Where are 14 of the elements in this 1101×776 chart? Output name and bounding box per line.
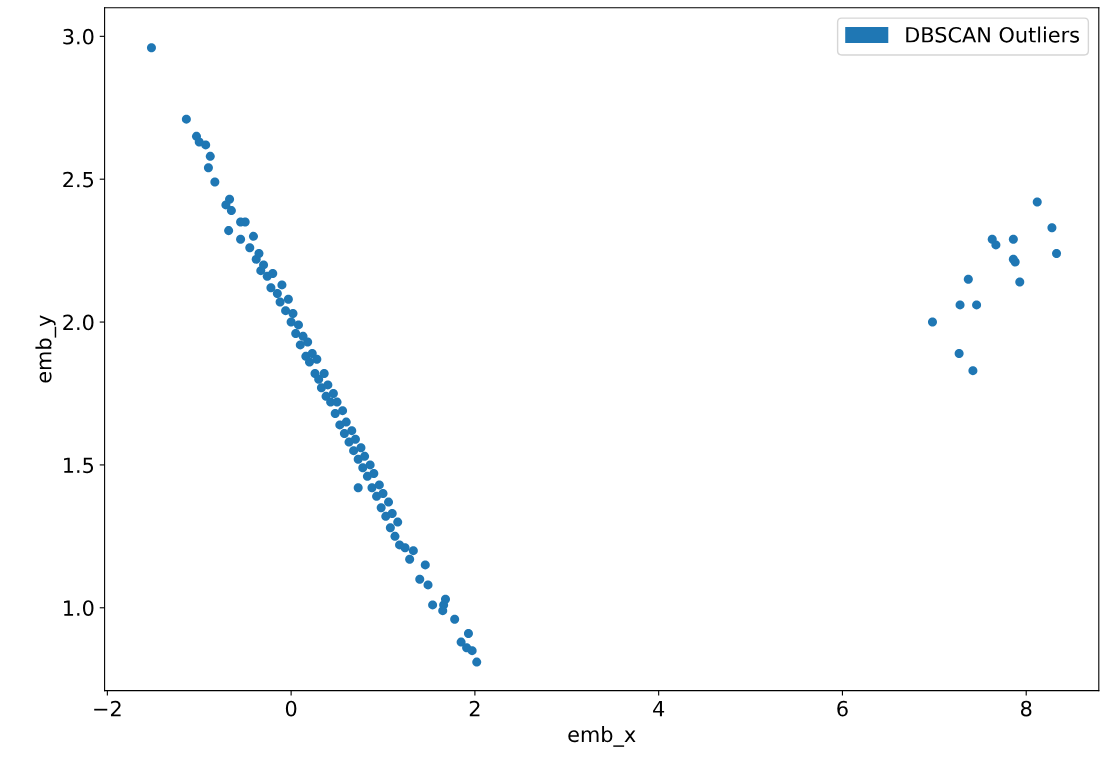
x-axis-title: emb_x [568,726,636,747]
y-tick-label: 3.0 [63,28,94,45]
y-tick-label: 2.0 [63,314,94,331]
legend-label: DBSCAN Outliers [906,26,1080,43]
x-tick-label: −2 [94,700,121,717]
x-tick-label: 4 [653,701,665,717]
y-tick-label: 1.0 [64,600,94,616]
y-axis-title: emb_y [35,315,57,383]
x-tick-label: 8 [1020,700,1032,717]
y-tick-label: 2.5 [63,171,94,188]
x-tick-label: 0 [285,700,297,717]
x-tick-label: 2 [469,700,480,717]
y-tick-label: 1.5 [64,457,94,474]
x-tick-label: 6 [837,700,848,717]
